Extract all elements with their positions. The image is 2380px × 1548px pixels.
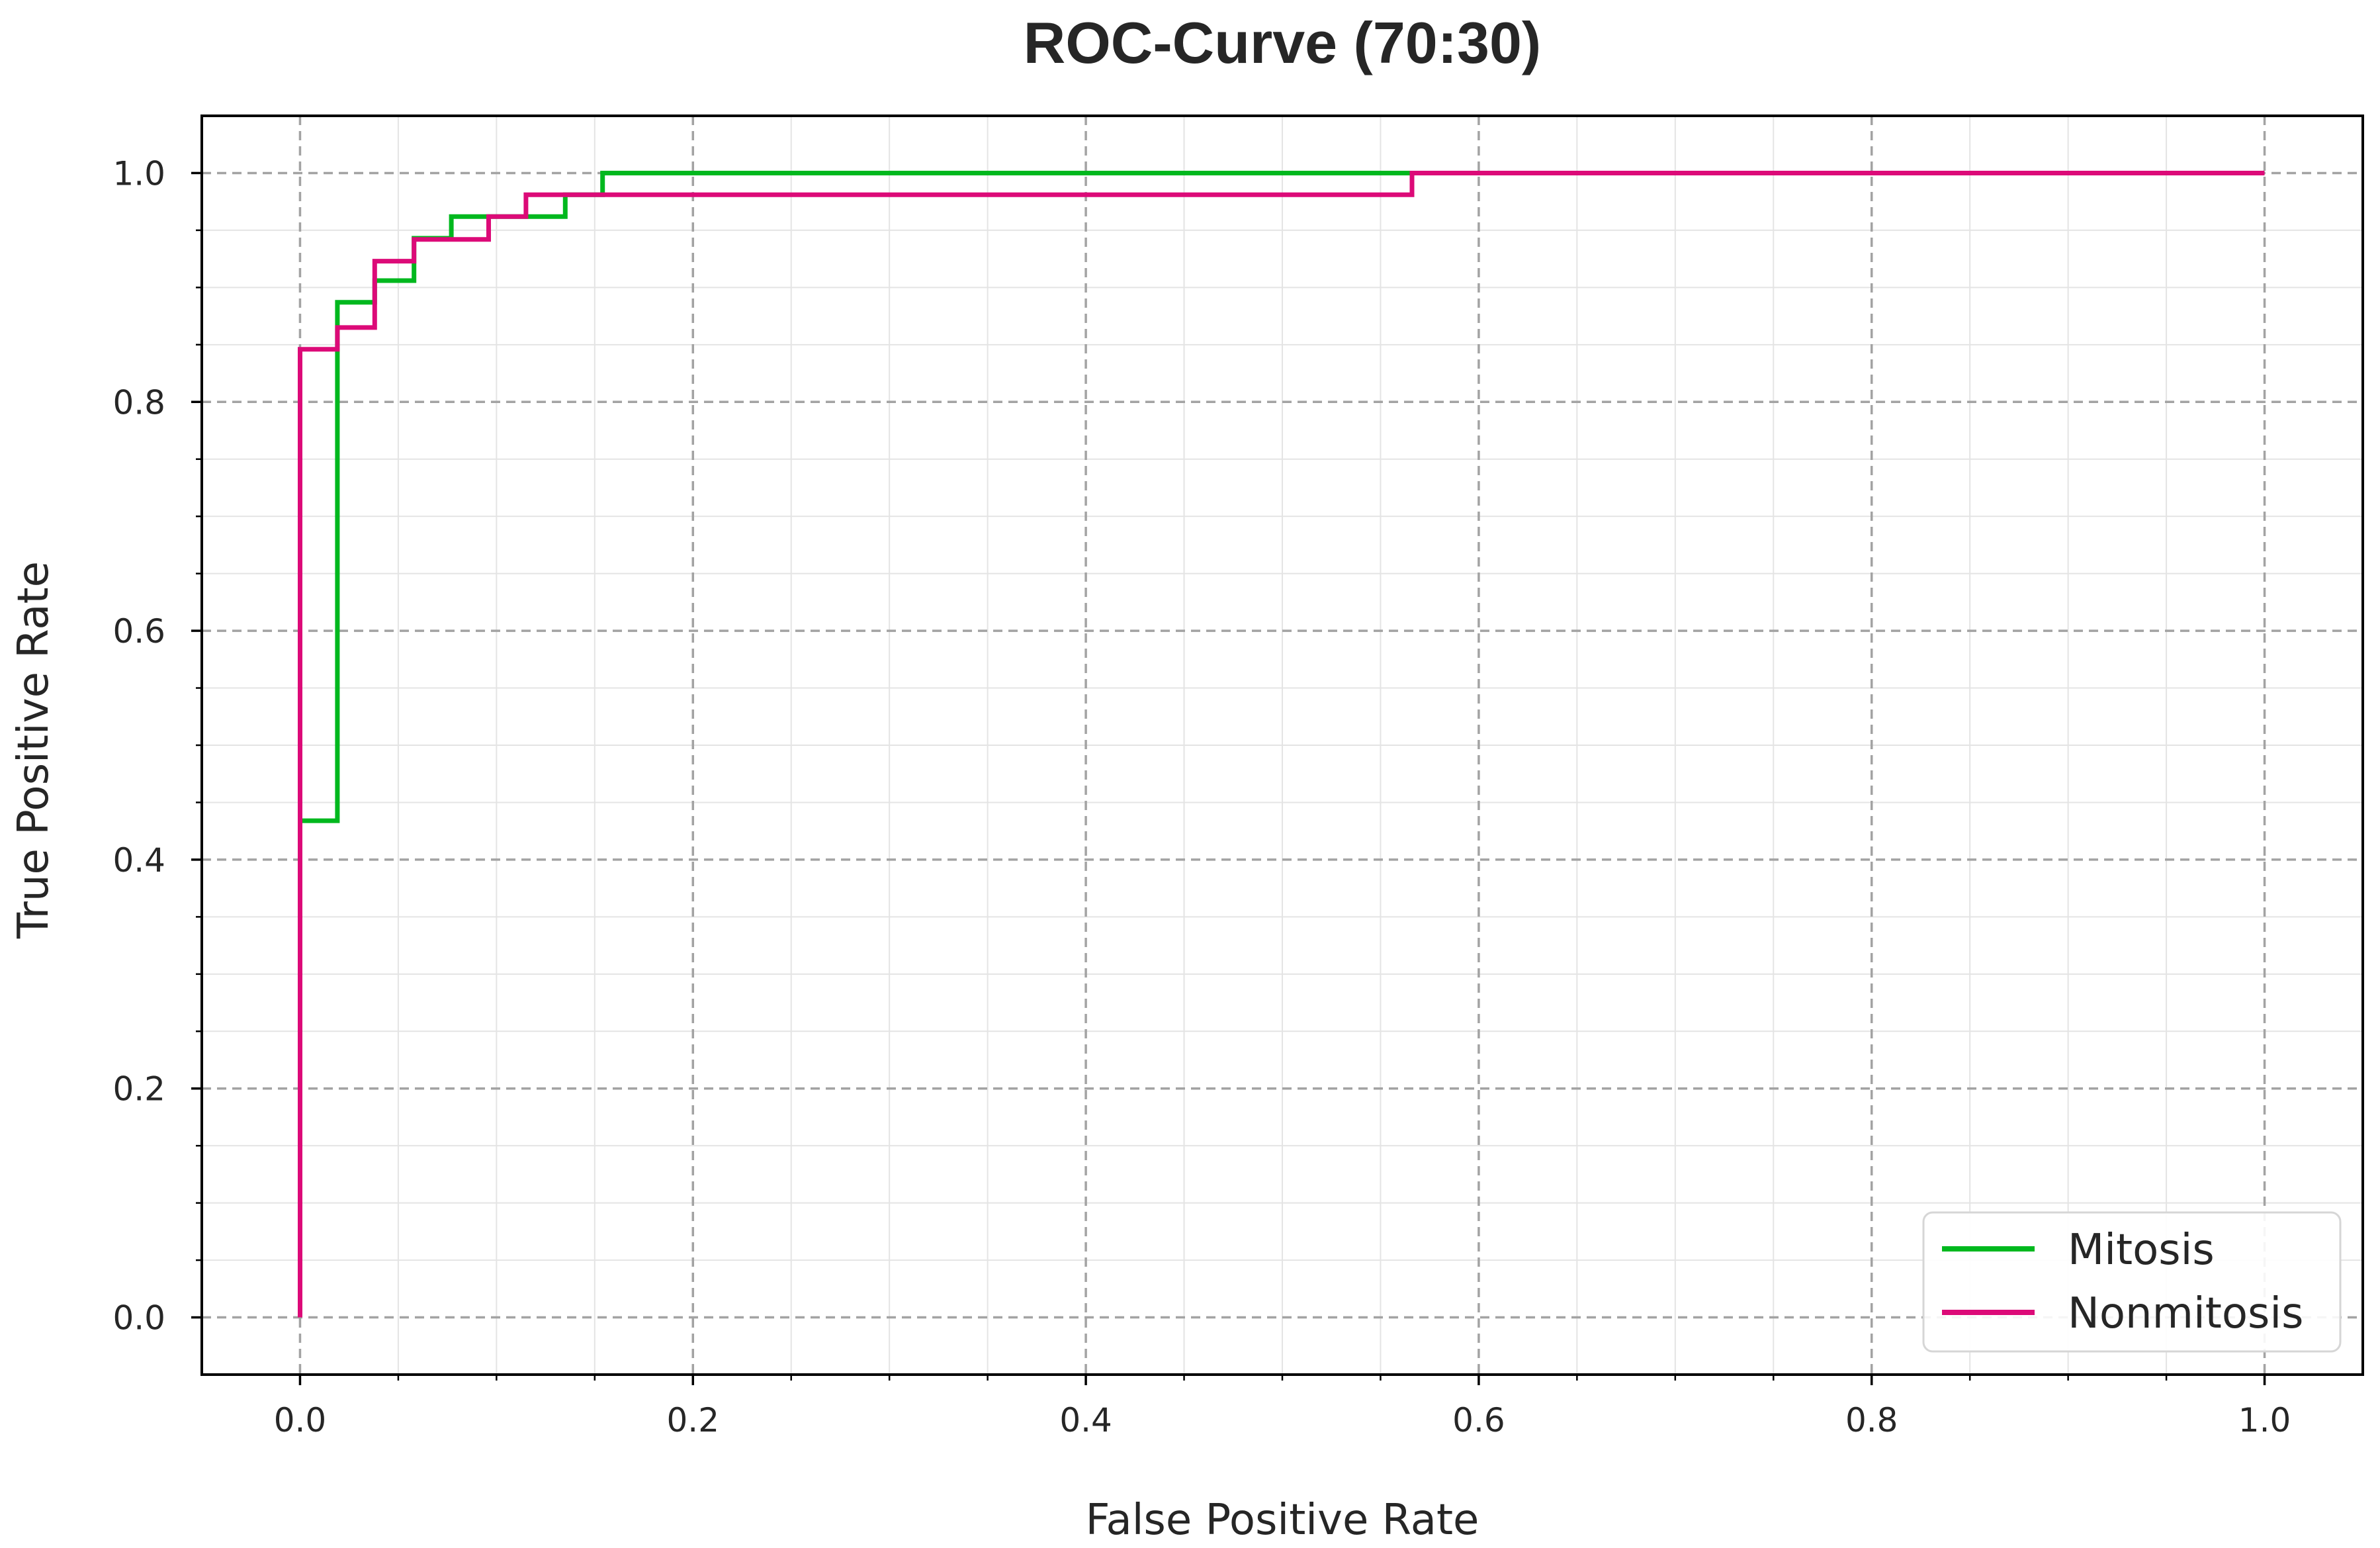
tick-labels: 0.0 0.2 0.4 0.6 0.8 1.0 0.0 0.2 0.4 0.6 0.8 1.0 — [112, 154, 2291, 1439]
y-tick-label: 0.6 — [112, 612, 165, 651]
y-tick-label: 0.0 — [112, 1299, 165, 1338]
x-axis-label: False Positive Rate — [1086, 1496, 1479, 1545]
x-tick-label: 0.8 — [1845, 1401, 1898, 1439]
minor-grid — [202, 116, 2363, 1375]
x-tick-label: 0.0 — [274, 1401, 327, 1439]
legend-label-nonmitosis: Nonmitosis — [2068, 1289, 2303, 1338]
series-line-nonmitosis — [298, 171, 2265, 1318]
y-axis-label: True Positive Rate — [9, 561, 58, 939]
x-tick-label: 0.4 — [1059, 1401, 1112, 1439]
chart-title: ROC-Curve (70:30) — [1024, 10, 1541, 75]
y-tick-label: 1.0 — [112, 154, 165, 193]
legend: Mitosis Nonmitosis — [1922, 1211, 2342, 1353]
y-tick-label: 0.2 — [112, 1070, 165, 1109]
series-layer — [298, 171, 2265, 1318]
y-tick-label: 0.8 — [112, 383, 165, 422]
x-tick-label: 0.2 — [667, 1401, 720, 1439]
x-tick-label: 0.6 — [1452, 1401, 1505, 1439]
x-tick-label: 1.0 — [2238, 1401, 2291, 1439]
y-tick-label: 0.4 — [112, 841, 165, 880]
axis-ticks — [191, 171, 2266, 1385]
legend-label-mitosis: Mitosis — [2068, 1226, 2215, 1275]
